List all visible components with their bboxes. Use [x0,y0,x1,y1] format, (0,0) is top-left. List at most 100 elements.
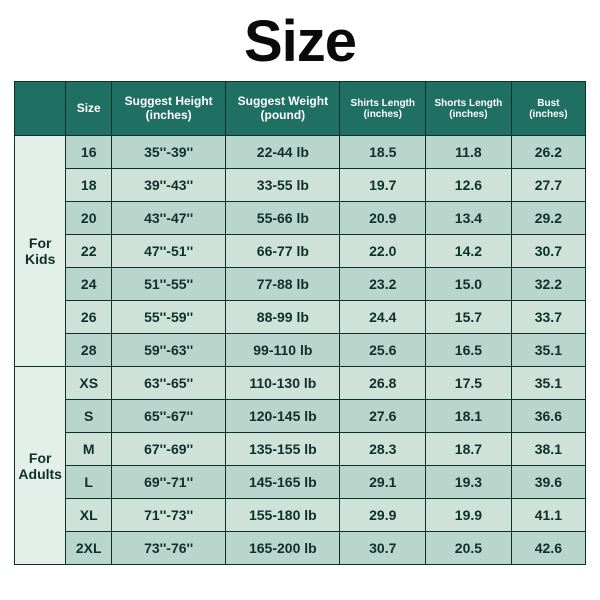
cell-weight: 77-88 lb [226,268,340,301]
cell-size: 24 [66,268,112,301]
table-row: 2XL73''-76''165-200 lb30.720.542.6 [15,532,586,565]
cell-shirts: 26.8 [340,367,426,400]
cell-height: 55''-59'' [112,301,226,334]
page-title: Size [14,8,586,75]
cell-bust: 39.6 [511,466,585,499]
cell-height: 67''-69'' [112,433,226,466]
cell-shirts: 23.2 [340,268,426,301]
cell-shirts: 20.9 [340,202,426,235]
cell-bust: 35.1 [511,367,585,400]
cell-height: 47''-51'' [112,235,226,268]
cell-size: XL [66,499,112,532]
shirts-header: Shirts Length(inches) [340,82,426,136]
cell-shirts: 18.5 [340,136,426,169]
cell-bust: 29.2 [511,202,585,235]
cell-shorts: 18.1 [426,400,512,433]
cell-weight: 135-155 lb [226,433,340,466]
cell-size: M [66,433,112,466]
cell-shorts: 13.4 [426,202,512,235]
cell-size: 22 [66,235,112,268]
cell-size: 16 [66,136,112,169]
table-row: 2655''-59''88-99 lb24.415.733.7 [15,301,586,334]
table-row: 1839''-43''33-55 lb19.712.627.7 [15,169,586,202]
cell-shorts: 19.3 [426,466,512,499]
cell-weight: 165-200 lb [226,532,340,565]
cell-height: 71''-73'' [112,499,226,532]
cell-shorts: 20.5 [426,532,512,565]
cell-weight: 33-55 lb [226,169,340,202]
cell-shirts: 27.6 [340,400,426,433]
table-row: XL71''-73''155-180 lb29.919.941.1 [15,499,586,532]
group-header [15,82,66,136]
cell-height: 73''-76'' [112,532,226,565]
table-row: 2451''-55''77-88 lb23.215.032.2 [15,268,586,301]
cell-bust: 36.6 [511,400,585,433]
cell-bust: 38.1 [511,433,585,466]
cell-weight: 145-165 lb [226,466,340,499]
cell-weight: 66-77 lb [226,235,340,268]
cell-bust: 42.6 [511,532,585,565]
height-header-label: Suggest Height [125,94,213,108]
cell-shirts: 25.6 [340,334,426,367]
size-header-label: Size [77,101,101,115]
height-header-unit: (inches) [114,109,223,122]
shirts-header-unit: (inches) [342,109,423,120]
cell-weight: 22-44 lb [226,136,340,169]
cell-height: 65''-67'' [112,400,226,433]
cell-shorts: 15.0 [426,268,512,301]
cell-weight: 110-130 lb [226,367,340,400]
cell-weight: 55-66 lb [226,202,340,235]
cell-size: S [66,400,112,433]
height-header: Suggest Height(inches) [112,82,226,136]
size-chart-page: Size SizeSuggest Height(inches)Suggest W… [0,0,600,579]
cell-shirts: 29.9 [340,499,426,532]
cell-height: 51''-55'' [112,268,226,301]
cell-weight: 120-145 lb [226,400,340,433]
cell-weight: 155-180 lb [226,499,340,532]
cell-shorts: 14.2 [426,235,512,268]
cell-shorts: 12.6 [426,169,512,202]
cell-shirts: 29.1 [340,466,426,499]
cell-height: 35''-39'' [112,136,226,169]
cell-height: 59''-63'' [112,334,226,367]
bust-header-label: Bust [537,98,559,109]
shorts-header-unit: (inches) [428,109,509,120]
cell-weight: 99-110 lb [226,334,340,367]
size-header: Size [66,82,112,136]
cell-shirts: 19.7 [340,169,426,202]
cell-bust: 41.1 [511,499,585,532]
weight-header-label: Suggest Weight [238,94,328,108]
cell-shorts: 16.5 [426,334,512,367]
cell-height: 69''-71'' [112,466,226,499]
table-row: ForKids1635''-39''22-44 lb18.511.826.2 [15,136,586,169]
cell-shirts: 24.4 [340,301,426,334]
cell-shirts: 22.0 [340,235,426,268]
cell-size: 18 [66,169,112,202]
cell-height: 63''-65'' [112,367,226,400]
bust-header-unit: (inches) [514,109,583,120]
cell-height: 43''-47'' [112,202,226,235]
weight-header: Suggest Weight(pound) [226,82,340,136]
cell-bust: 33.7 [511,301,585,334]
cell-bust: 27.7 [511,169,585,202]
table-row: 2859''-63''99-110 lb25.616.535.1 [15,334,586,367]
table-row: 2247''-51''66-77 lb22.014.230.7 [15,235,586,268]
weight-header-unit: (pound) [228,109,337,122]
cell-shorts: 11.8 [426,136,512,169]
cell-height: 39''-43'' [112,169,226,202]
shirts-header-label: Shirts Length [351,98,415,109]
cell-bust: 26.2 [511,136,585,169]
table-row: M67''-69''135-155 lb28.318.738.1 [15,433,586,466]
cell-size: XS [66,367,112,400]
size-table: SizeSuggest Height(inches)Suggest Weight… [14,81,586,565]
cell-shorts: 17.5 [426,367,512,400]
cell-weight: 88-99 lb [226,301,340,334]
group-label: ForKids [15,136,66,367]
cell-shorts: 19.9 [426,499,512,532]
cell-shirts: 28.3 [340,433,426,466]
cell-bust: 32.2 [511,268,585,301]
cell-shorts: 18.7 [426,433,512,466]
group-label: ForAdults [15,367,66,565]
cell-size: 20 [66,202,112,235]
cell-shirts: 30.7 [340,532,426,565]
